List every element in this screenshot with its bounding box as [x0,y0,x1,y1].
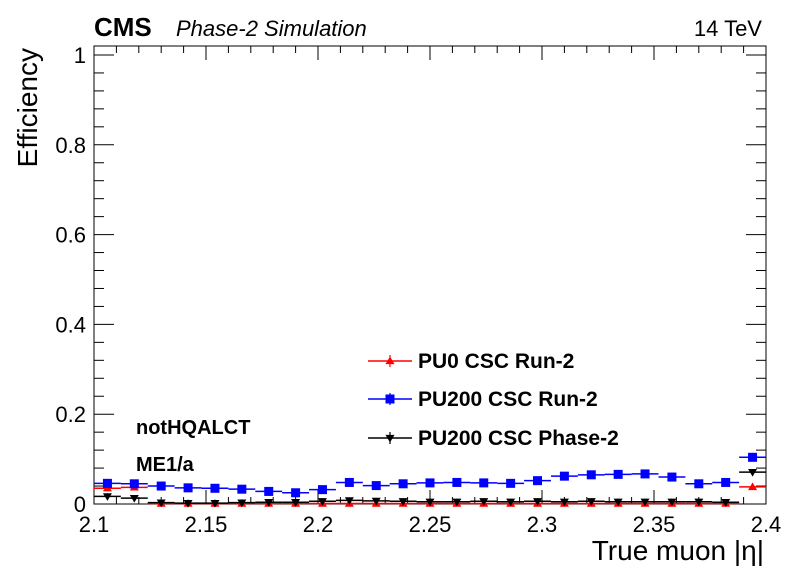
data-point [748,482,758,491]
status-label: Phase-2 Simulation [176,16,367,41]
data-point [559,471,569,481]
data-point [291,499,301,507]
data-point [129,479,139,489]
data-point [721,499,731,507]
legend-marker [385,356,395,365]
series-layer [94,452,766,508]
legend-marker [385,394,395,404]
x-tick-label: 2.25 [409,512,452,537]
legend-entry: PU0 CSC Run-2 [368,350,574,373]
x-tick-label: 2.3 [527,512,558,537]
y-tick-label: 0.2 [55,402,86,427]
legend-label: PU200 CSC Run-2 [418,388,598,411]
data-point [425,498,435,507]
data-point [344,497,354,505]
data-point [586,470,596,480]
x-tick-label: 2.4 [751,512,782,537]
data-point [291,488,301,498]
data-point [156,481,166,491]
data-point [613,469,623,479]
series-1 [94,452,766,498]
data-point [479,478,489,488]
data-point [371,481,381,491]
y-tick-label: 0.6 [55,223,86,248]
data-point [640,498,650,507]
data-point [102,493,112,501]
data-point [129,495,139,503]
data-point [398,498,408,506]
data-point [748,468,758,477]
energy-label: 14 TeV [694,16,762,41]
legend-label: PU200 CSC Phase-2 [418,427,619,450]
y-tick-label: 1 [74,43,86,68]
annotation-selection: notHQALCT [136,417,250,439]
data-point [586,498,596,506]
data-point [452,477,462,487]
data-point [317,485,327,495]
series-2 [94,468,766,508]
y-tick-label: 0.4 [55,312,86,337]
data-point [506,478,516,488]
legend-entry: PU200 CSC Phase-2 [368,427,619,450]
x-axis-label: True muon |η| [592,535,764,566]
data-point [748,452,758,462]
annotation-station: ME1/a [136,454,195,476]
data-point [344,477,354,487]
data-point [425,478,435,488]
data-point [533,476,543,486]
cms-label: CMS [94,12,152,42]
data-point [613,498,623,507]
legend: PU0 CSC Run-2 PU200 CSC Run-2 PU200 CSC Ph… [368,350,619,450]
x-tick-label: 2.15 [185,512,228,537]
data-point [667,472,677,482]
data-point [102,478,112,488]
y-tick-label: 0.8 [55,133,86,158]
data-point [237,484,247,494]
y-axis-label: Efficiency [12,48,43,167]
data-point [237,499,247,508]
data-point [264,486,274,496]
data-point [479,498,489,506]
data-point [183,483,193,493]
data-point [317,498,327,506]
data-point [371,497,381,506]
data-point [559,498,569,507]
data-point [533,498,543,506]
data-point [506,498,516,507]
legend-entry: PU200 CSC Run-2 [368,388,598,411]
x-tick-label: 2.2 [303,512,334,537]
data-point [694,498,704,507]
data-point [640,469,650,479]
data-point [156,499,166,508]
data-point [264,499,274,507]
data-point [694,479,704,489]
x-tick-label: 2.1 [79,512,110,537]
y-tick-label: 0 [74,492,86,517]
data-point [398,479,408,489]
legend-marker [385,434,395,443]
data-point [183,499,193,508]
data-point [452,498,462,507]
data-point [210,499,220,508]
legend-label: PU0 CSC Run-2 [418,350,574,373]
data-point [667,498,677,507]
data-point [721,477,731,487]
data-point [210,483,220,493]
axes-layer: 2.1 2.15 2.2 2.25 2.3 2.35 2.4 0 0.2 0.4 0.6 0.8 1 [55,43,781,537]
x-tick-label: 2.35 [633,512,676,537]
